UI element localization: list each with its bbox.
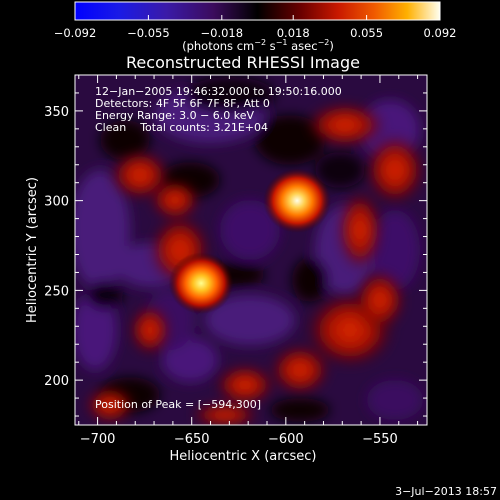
plot-frame xyxy=(74,74,428,426)
hot-source xyxy=(168,252,234,315)
x-tick-label: −550 xyxy=(362,432,398,447)
hot-source xyxy=(263,168,332,233)
y-tick-label: 200 xyxy=(44,374,69,389)
x-tick-label: −700 xyxy=(80,432,116,447)
timestamp: 3−Jul−2013 18:57 xyxy=(395,485,497,498)
colorbar xyxy=(74,1,441,21)
colorbar-tick-label: 0.092 xyxy=(424,26,457,40)
colorbar-tick-label: −0.092 xyxy=(54,26,97,40)
info-annotations: 12−Jan−2005 19:46:32.000 to 19:50:16.000… xyxy=(95,85,342,134)
annotation-line: Energy Range: 3.0 − 6.0 keV xyxy=(95,109,255,122)
axis-ticks: −700 −650 −600 −550 200 250 300 350 xyxy=(44,74,427,447)
colorbar-tick-label: −0.018 xyxy=(201,26,244,40)
y-tick-label: 300 xyxy=(44,195,69,210)
annotation-line: 12−Jan−2005 19:46:32.000 to 19:50:16.000 xyxy=(95,85,342,98)
annotation-line: Detectors: 4F 5F 6F 7F 8F, Att 0 xyxy=(95,97,270,110)
y-axis-label: Heliocentric Y (arcsec) xyxy=(25,177,40,323)
chart-title: Reconstructed RHESSI Image xyxy=(126,53,360,72)
x-axis-label: Heliocentric X (arcsec) xyxy=(170,449,317,464)
heatmap-image xyxy=(75,75,427,425)
colorbar-unit-label: (photons cm−2 s−1 asec−2) xyxy=(182,38,334,53)
x-tick-label: −650 xyxy=(174,432,210,447)
colorbar-tick-label: 0.018 xyxy=(277,26,310,40)
x-tick-label: −600 xyxy=(268,432,304,447)
colorbar-tick-label: 0.055 xyxy=(350,26,383,40)
peak-position-label: Position of Peak = [−594,300] xyxy=(95,398,261,411)
hot-sources xyxy=(168,168,332,315)
colorbar-tick-label: −0.055 xyxy=(127,26,170,40)
y-tick-label: 250 xyxy=(44,284,69,299)
annotation-line: Clean Total counts: 3.21E+04 xyxy=(95,121,268,134)
colorbar-ticks: −0.092 −0.055 −0.018 0.018 0.055 0.092 xyxy=(54,15,457,40)
y-tick-label: 350 xyxy=(44,105,69,120)
